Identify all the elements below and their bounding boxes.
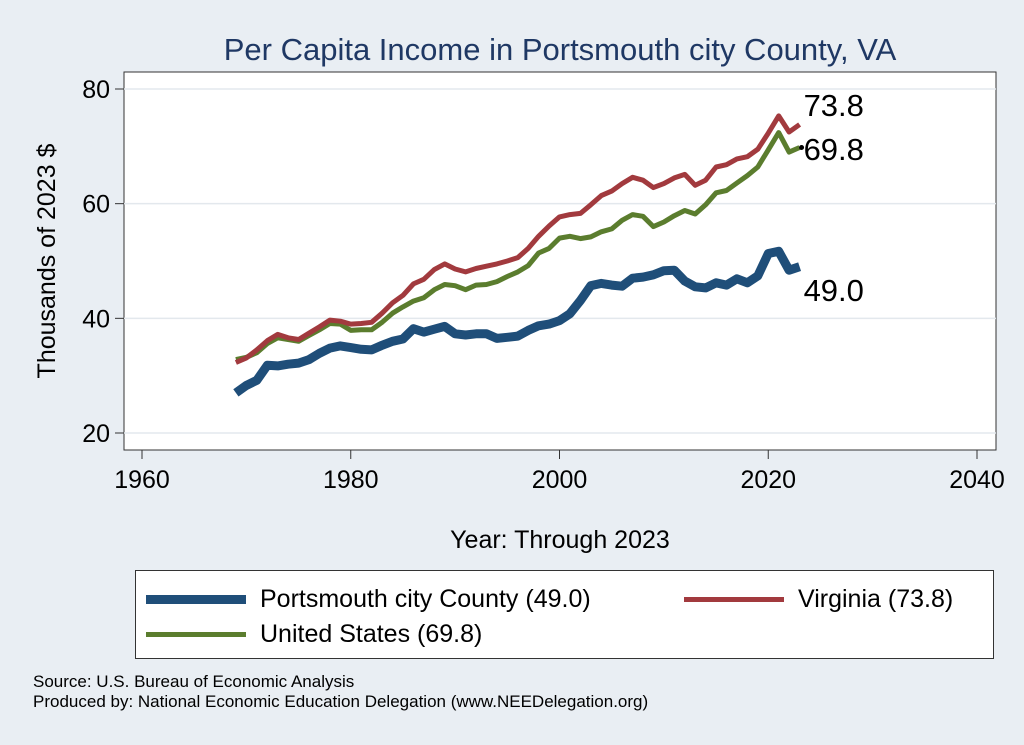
legend-swatch-united-states: [146, 631, 246, 637]
legend-item-united-states: United States (69.8): [146, 619, 482, 649]
legend-label-united-states: United States (69.8): [260, 619, 483, 648]
chart-title: Per Capita Income in Portsmouth city Cou…: [224, 32, 897, 67]
series-line-portsmouth-city-county: [233, 246, 802, 397]
y-tick-label-20: 20: [82, 420, 110, 448]
end-label-united-states: 69.8: [804, 132, 864, 167]
y-tick-label-40: 40: [82, 305, 110, 333]
legend: Portsmouth city County (49.0) Virginia (…: [135, 570, 994, 659]
legend-label-portsmouth: Portsmouth city County (49.0): [260, 584, 591, 613]
legend-item-virginia: Virginia (73.8): [684, 584, 953, 614]
x-tick-label-1980: 1980: [323, 466, 379, 494]
source-line: Source: U.S. Bureau of Economic Analysis: [33, 672, 355, 691]
end-marker-united-states: [799, 144, 805, 150]
x-tick-label-2040: 2040: [949, 466, 1005, 494]
y-tick-label-60: 60: [82, 191, 110, 219]
legend-label-virginia: Virginia (73.8): [798, 584, 954, 613]
plot-area: [123, 71, 997, 451]
series-line-united-states: [235, 130, 801, 363]
end-label-portsmouth-city-county: 49.0: [804, 273, 864, 308]
legend-swatch-virginia: [684, 596, 784, 602]
x-tick-label-2020: 2020: [740, 466, 796, 494]
series-line-virginia: [234, 113, 802, 365]
series-group: [233, 113, 802, 397]
x-tick-label-1960: 1960: [114, 466, 170, 494]
x-axis-label: Year: Through 2023: [450, 526, 670, 554]
source-note: Source: U.S. Bureau of Economic Analysis…: [33, 672, 648, 712]
end-label-virginia: 73.8: [804, 88, 864, 123]
y-tick-label-80: 80: [82, 76, 110, 104]
producer-line: Produced by: National Economic Education…: [33, 692, 649, 711]
legend-swatch-portsmouth: [146, 594, 246, 604]
legend-item-portsmouth: Portsmouth city County (49.0): [146, 584, 591, 614]
x-tick-label-2000: 2000: [532, 466, 588, 494]
y-axis-label: Thousands of 2023 $: [33, 143, 61, 378]
end-labels: 49.0 73.8 69.8: [799, 88, 864, 308]
